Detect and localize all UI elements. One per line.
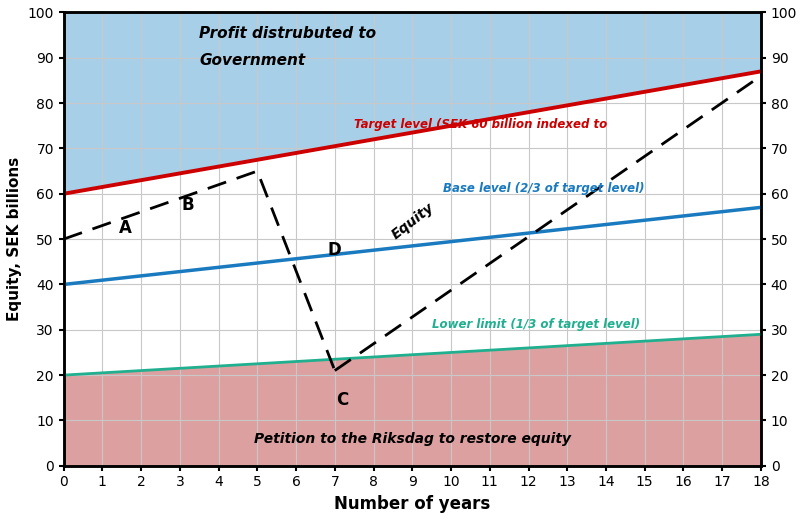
Text: Equity: Equity (389, 200, 436, 242)
Text: Base level (2/3 of target level): Base level (2/3 of target level) (442, 181, 644, 194)
X-axis label: Number of years: Number of years (334, 495, 490, 513)
Text: A: A (119, 219, 132, 237)
Text: Target level (SEK 60 billion indexed to: Target level (SEK 60 billion indexed to (354, 118, 606, 131)
Text: B: B (181, 196, 194, 214)
Text: C: C (336, 391, 349, 409)
Text: Profit distrubuted to: Profit distrubuted to (199, 26, 376, 41)
Y-axis label: Equity, SEK billions: Equity, SEK billions (7, 157, 22, 321)
Text: Lower limit (1/3 of target level): Lower limit (1/3 of target level) (431, 318, 639, 331)
Text: Petition to the Riksdag to restore equity: Petition to the Riksdag to restore equit… (254, 432, 570, 446)
Text: D: D (328, 241, 341, 259)
Text: Government: Government (199, 53, 305, 68)
